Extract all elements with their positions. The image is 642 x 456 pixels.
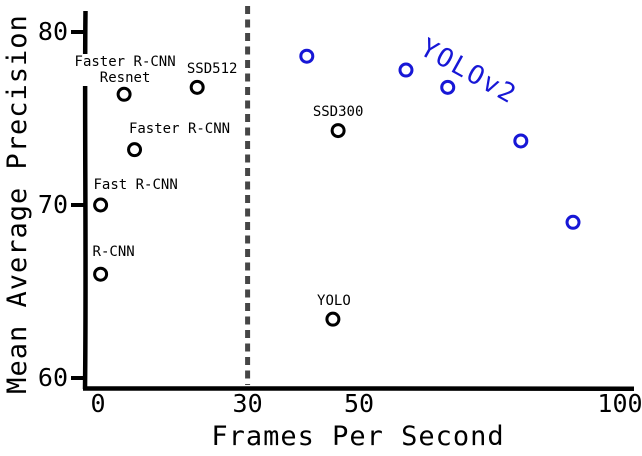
point-r-cnn bbox=[93, 266, 109, 282]
x-tick-label: 50 bbox=[343, 389, 375, 418]
x-tick-label: 0 bbox=[90, 389, 106, 418]
point-ssd512 bbox=[189, 79, 205, 95]
point-faster-r-cnn bbox=[127, 142, 143, 158]
point-fast-r-cnn bbox=[93, 197, 109, 213]
point-yolov2 bbox=[299, 48, 315, 64]
point-label: SSD300 bbox=[310, 103, 366, 120]
point-yolov2 bbox=[440, 79, 456, 95]
x-axis-line bbox=[82, 385, 635, 392]
point-ssd300 bbox=[330, 123, 346, 139]
y-tick-label: 80 bbox=[37, 17, 68, 46]
point-faster-r-cnn-resnet bbox=[116, 86, 132, 102]
point-label: Faster R-CNN Resnet bbox=[72, 54, 178, 87]
y-tick-label: 70 bbox=[37, 190, 68, 219]
y-axis-line bbox=[82, 10, 88, 390]
point-label: SSD512 bbox=[184, 61, 240, 78]
point-label: YOLO bbox=[315, 293, 353, 310]
point-yolov2 bbox=[513, 133, 529, 149]
x-axis-title: Frames Per Second bbox=[211, 421, 505, 452]
point-yolov2 bbox=[565, 214, 581, 230]
y-tick-label: 60 bbox=[37, 363, 68, 392]
point-label: Faster R-CNN bbox=[126, 120, 233, 137]
x-tick-label: 100 bbox=[597, 389, 642, 418]
point-yolov2 bbox=[398, 62, 414, 78]
point-yolo bbox=[325, 311, 341, 327]
point-label: R-CNN bbox=[90, 244, 137, 261]
point-label: Fast R-CNN bbox=[91, 177, 180, 193]
x-tick-label: 30 bbox=[232, 389, 263, 418]
